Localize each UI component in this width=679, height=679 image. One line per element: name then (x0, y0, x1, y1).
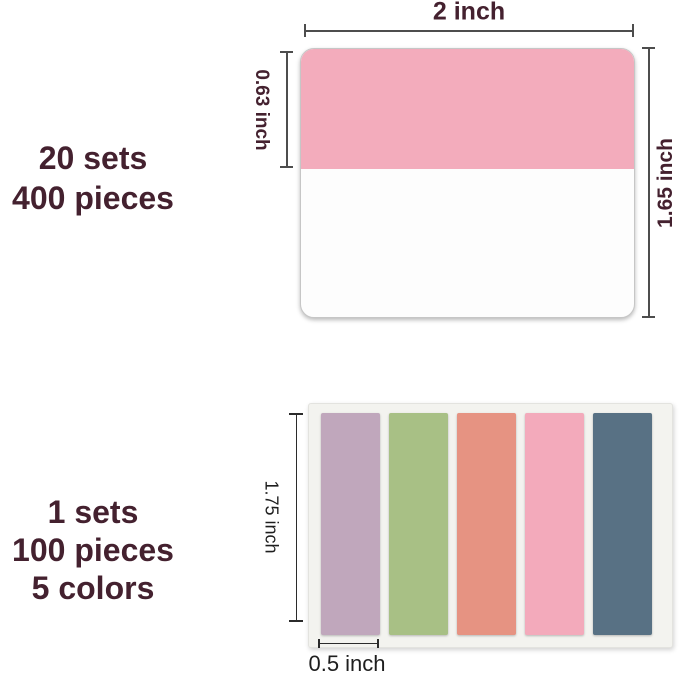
dim-label-tab-width: 0.5 inch (308, 651, 386, 676)
dim-tick (318, 639, 320, 648)
dim-tick (289, 620, 303, 622)
colors-count-line: 5 colors (31, 570, 155, 606)
dim-line-note-band (286, 52, 288, 168)
dim-tick (304, 24, 306, 37)
sticky-note-pink-band (301, 49, 634, 169)
purple-tab-swatch (321, 413, 380, 635)
sticky-note (300, 48, 635, 318)
pieces-count-line: 100 pieces (12, 532, 174, 568)
dim-label-note-width: 2 inch (432, 0, 506, 26)
sets-count-line: 1 sets (47, 494, 139, 530)
dim-tick (642, 47, 655, 49)
dim-label-tab-height: 1.75 inch (261, 480, 282, 554)
green-tab-swatch (389, 413, 448, 635)
tab-swatch-row (321, 413, 652, 635)
dim-tick (632, 24, 634, 37)
dim-line-tab-width (319, 643, 378, 644)
dim-tick (280, 51, 293, 53)
dim-tick (377, 639, 379, 648)
pieces-count-line: 400 pieces (12, 180, 174, 216)
dim-line-note-width (305, 30, 634, 32)
dim-label-note-band-height: 0.63 inch (251, 69, 272, 151)
blue-tab-swatch (593, 413, 652, 635)
dim-tick (280, 166, 293, 168)
quantity-label-top: 20 sets 400 pieces (0, 138, 186, 218)
dim-label-note-height: 1.65 inch (654, 138, 677, 228)
quantity-label-bottom: 1 sets 100 pieces 5 colors (0, 493, 186, 607)
pink-tab-swatch (525, 413, 584, 635)
dim-tick (289, 413, 303, 415)
coral-tab-swatch (457, 413, 516, 635)
dim-tick (642, 316, 655, 318)
dim-line-note-height (648, 48, 650, 317)
dim-line-tab-height (296, 414, 297, 621)
sets-count-line: 20 sets (38, 140, 148, 176)
